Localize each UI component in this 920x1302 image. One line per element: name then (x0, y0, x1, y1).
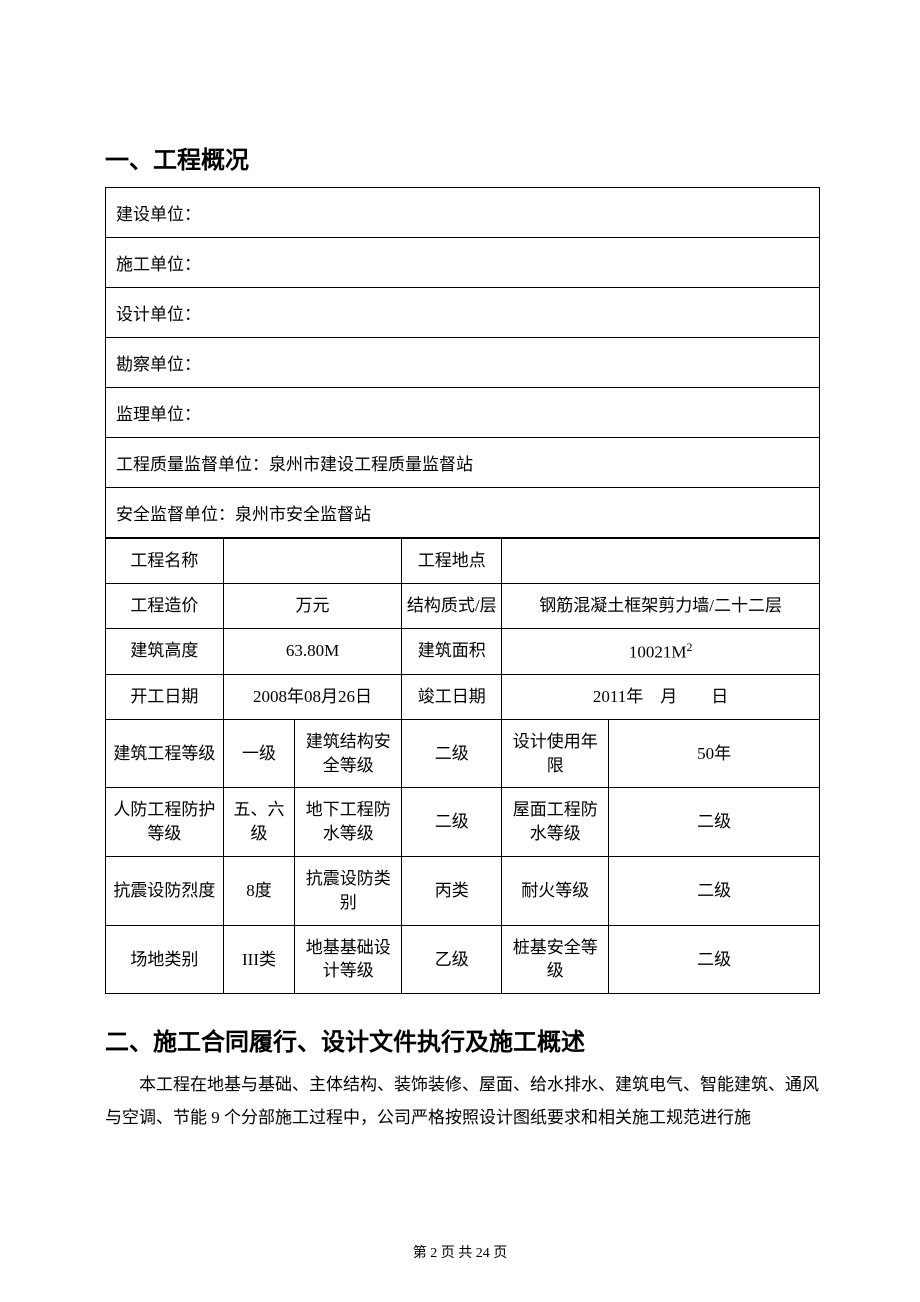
cell-area-label: 建筑面积 (402, 628, 502, 674)
cell-project-location-value (502, 539, 820, 584)
cell: 人防工程防护等级 (106, 788, 224, 857)
row-design-unit: 设计单位： (106, 288, 820, 338)
cell: 桩基安全等级 (502, 925, 609, 994)
section2-heading: 二、施工合同履行、设计文件执行及施工概述 (105, 1022, 820, 1057)
cell: 五、六级 (223, 788, 294, 857)
cell: 抗震设防类别 (295, 857, 402, 926)
cell: 二级 (609, 857, 820, 926)
grid6-row-2: 抗震设防烈度 8度 抗震设防类别 丙类 耐火等级 二级 (106, 857, 820, 926)
page-footer: 第 2 页 共 24 页 (0, 1242, 920, 1262)
cell: 二级 (402, 719, 502, 788)
cell: 一级 (223, 719, 294, 788)
cell-structure-value: 钢筋混凝土框架剪力墙/二十二层 (502, 583, 820, 628)
row-supervision-unit: 监理单位： (106, 388, 820, 438)
section1-heading: 一、工程概况 (105, 140, 820, 175)
cell: 场地类别 (106, 925, 224, 994)
cell: 抗震设防烈度 (106, 857, 224, 926)
area-prefix: 10021M (629, 642, 687, 661)
row-construction-unit: 建设单位： (106, 188, 820, 238)
cell-end-value: 2011年 月 日 (502, 675, 820, 720)
cell: 二级 (609, 925, 820, 994)
cell: 耐火等级 (502, 857, 609, 926)
cell: 建筑结构安全等级 (295, 719, 402, 788)
grid6-row-0: 建筑工程等级 一级 建筑结构安全等级 二级 设计使用年限 50年 (106, 719, 820, 788)
cell-project-location-label: 工程地点 (402, 539, 502, 584)
overview-grid-4col: 工程名称 工程地点 工程造价 万元 结构质式/层 钢筋混凝土框架剪力墙/二十二层… (105, 538, 820, 994)
cell-height-label: 建筑高度 (106, 628, 224, 674)
cell: 丙类 (402, 857, 502, 926)
grid6-row-1: 人防工程防护等级 五、六级 地下工程防水等级 二级 屋面工程防水等级 二级 (106, 788, 820, 857)
row-quality-supervision: 工程质量监督单位：泉州市建设工程质量监督站 (106, 438, 820, 488)
cell-cost-label: 工程造价 (106, 583, 224, 628)
grid-row-startdate: 开工日期 2008年08月26日 竣工日期 2011年 月 日 (106, 675, 820, 720)
cell-end-label: 竣工日期 (402, 675, 502, 720)
area-sup: 2 (686, 640, 692, 654)
cell: 8度 (223, 857, 294, 926)
grid6-row-3: 场地类别 III类 地基基础设计等级 乙级 桩基安全等级 二级 (106, 925, 820, 994)
grid-row-cost: 工程造价 万元 结构质式/层 钢筋混凝土框架剪力墙/二十二层 (106, 583, 820, 628)
cell: 设计使用年限 (502, 719, 609, 788)
overview-table-full: 建设单位： 施工单位： 设计单位： 勘察单位： 监理单位： 工程质量监督单位：泉… (105, 187, 820, 538)
cell: 建筑工程等级 (106, 719, 224, 788)
row-safety-supervision: 安全监督单位：泉州市安全监督站 (106, 488, 820, 538)
cell: 地下工程防水等级 (295, 788, 402, 857)
cell-project-name-value (223, 539, 401, 584)
row-builder-unit: 施工单位： (106, 238, 820, 288)
cell-start-value: 2008年08月26日 (223, 675, 401, 720)
cell: 二级 (402, 788, 502, 857)
cell: 屋面工程防水等级 (502, 788, 609, 857)
row-survey-unit: 勘察单位： (106, 338, 820, 388)
section2-paragraph: 本工程在地基与基础、主体结构、装饰装修、屋面、给水排水、建筑电气、智能建筑、通风… (105, 1069, 820, 1134)
cell-project-name-label: 工程名称 (106, 539, 224, 584)
cell-structure-label: 结构质式/层 (402, 583, 502, 628)
cell: 二级 (609, 788, 820, 857)
cell: 50年 (609, 719, 820, 788)
cell-start-label: 开工日期 (106, 675, 224, 720)
cell: 乙级 (402, 925, 502, 994)
cell-height-value: 63.80M (223, 628, 401, 674)
cell-area-value: 10021M2 (502, 628, 820, 674)
grid-row-height: 建筑高度 63.80M 建筑面积 10021M2 (106, 628, 820, 674)
cell: III类 (223, 925, 294, 994)
grid-row-project-name: 工程名称 工程地点 (106, 539, 820, 584)
cell-cost-value: 万元 (223, 583, 401, 628)
cell: 地基基础设计等级 (295, 925, 402, 994)
